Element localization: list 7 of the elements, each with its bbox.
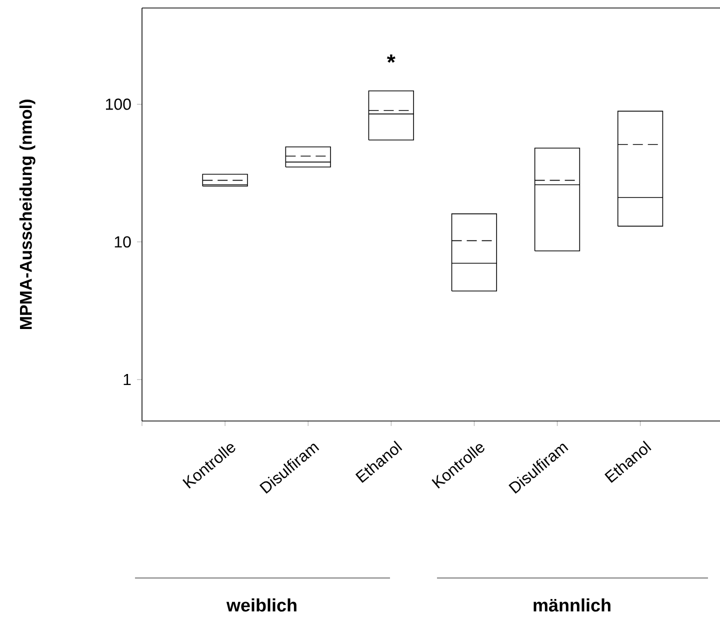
- y-axis-title: MPMA-Ausscheidung (nmol): [19, 100, 36, 330]
- text: männlich: [534, 598, 610, 612]
- y-tick-label: 1: [124, 374, 131, 386]
- annotation: *: [386, 54, 396, 63]
- y-tick-label: 100: [106, 98, 131, 110]
- text: weiblich: [226, 598, 296, 612]
- y-tick-label: 10: [114, 236, 131, 248]
